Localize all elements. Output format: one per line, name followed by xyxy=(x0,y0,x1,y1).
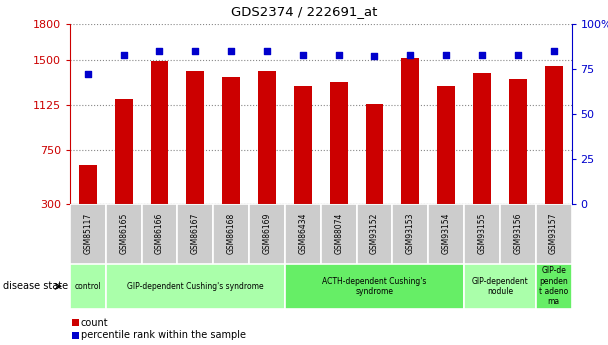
Text: GIP-dependent
nodule: GIP-dependent nodule xyxy=(471,277,528,296)
Point xyxy=(226,48,236,54)
Text: ACTH-dependent Cushing's
syndrome: ACTH-dependent Cushing's syndrome xyxy=(322,277,427,296)
Point xyxy=(549,48,559,54)
Text: GSM88074: GSM88074 xyxy=(334,213,343,254)
Bar xyxy=(536,204,572,264)
Text: GSM86168: GSM86168 xyxy=(227,213,236,254)
Point xyxy=(334,52,344,57)
Bar xyxy=(285,204,321,264)
Bar xyxy=(356,204,392,264)
Point xyxy=(513,52,523,57)
Bar xyxy=(330,81,348,204)
Point xyxy=(370,54,379,59)
Bar xyxy=(473,73,491,204)
Text: GIP-de
penden
t adeno
ma: GIP-de penden t adeno ma xyxy=(539,266,568,306)
Bar xyxy=(258,71,276,204)
Bar xyxy=(213,204,249,264)
Point xyxy=(190,48,200,54)
Text: GSM86167: GSM86167 xyxy=(191,213,200,254)
Text: GSM93152: GSM93152 xyxy=(370,213,379,254)
Text: GSM93156: GSM93156 xyxy=(513,213,522,255)
Bar xyxy=(545,66,562,204)
Bar xyxy=(70,264,106,309)
Bar xyxy=(294,86,312,204)
Text: GIP-dependent Cushing's syndrome: GIP-dependent Cushing's syndrome xyxy=(127,282,264,291)
Text: GSM86165: GSM86165 xyxy=(119,213,128,254)
Bar xyxy=(79,165,97,204)
Text: GSM86166: GSM86166 xyxy=(155,213,164,254)
Bar xyxy=(70,204,106,264)
Text: GSM93153: GSM93153 xyxy=(406,213,415,255)
Bar xyxy=(106,264,285,309)
Point xyxy=(119,52,128,57)
Text: GSM93157: GSM93157 xyxy=(549,213,558,255)
Bar xyxy=(365,104,384,204)
Text: count: count xyxy=(81,318,108,327)
Bar xyxy=(187,71,204,204)
Text: GSM86434: GSM86434 xyxy=(299,213,307,255)
Text: GSM86169: GSM86169 xyxy=(263,213,272,254)
Bar xyxy=(222,77,240,204)
Point xyxy=(262,48,272,54)
Bar xyxy=(249,204,285,264)
Point xyxy=(154,48,164,54)
Bar xyxy=(536,264,572,309)
Text: control: control xyxy=(74,282,101,291)
Point xyxy=(406,52,415,57)
Bar xyxy=(428,204,464,264)
Bar xyxy=(115,99,133,204)
Bar xyxy=(106,204,142,264)
Bar xyxy=(464,204,500,264)
Bar xyxy=(392,204,428,264)
Bar xyxy=(321,204,356,264)
Point xyxy=(441,52,451,57)
Text: GDS2374 / 222691_at: GDS2374 / 222691_at xyxy=(231,5,377,18)
Bar xyxy=(500,204,536,264)
Point xyxy=(83,72,92,77)
Bar xyxy=(401,58,420,204)
Point xyxy=(477,52,487,57)
Bar xyxy=(464,264,536,309)
Text: GSM93154: GSM93154 xyxy=(441,213,451,255)
Text: percentile rank within the sample: percentile rank within the sample xyxy=(81,331,246,340)
Bar xyxy=(142,204,178,264)
Bar xyxy=(178,204,213,264)
Bar xyxy=(285,264,464,309)
Text: disease state: disease state xyxy=(3,282,68,291)
Text: GSM85117: GSM85117 xyxy=(83,213,92,254)
Bar xyxy=(509,79,527,204)
Bar xyxy=(437,86,455,204)
Point xyxy=(298,52,308,57)
Text: GSM93155: GSM93155 xyxy=(477,213,486,255)
Bar xyxy=(151,61,168,204)
